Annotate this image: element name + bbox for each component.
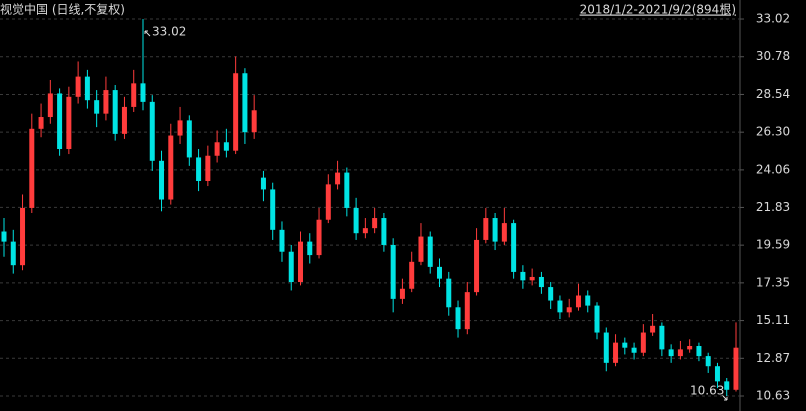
candle-body <box>66 96 72 150</box>
date-range: 2018/1/2-2021/9/2(894根) <box>580 3 736 17</box>
candle-body <box>214 142 220 156</box>
candle-body <box>622 342 628 348</box>
candle-body <box>474 239 480 293</box>
candle-body <box>594 305 600 333</box>
candle-body <box>103 90 109 114</box>
candle-body <box>659 325 665 350</box>
candle-body <box>455 307 461 330</box>
candle-body <box>687 346 693 350</box>
candle-body <box>409 261 415 289</box>
candle-body <box>538 276 544 288</box>
candle-body <box>613 342 619 363</box>
candle-body <box>84 76 90 101</box>
candle-body <box>168 135 174 200</box>
candle-body <box>223 142 229 151</box>
candle-body <box>677 349 683 357</box>
y-tick-label: 15.11 <box>756 313 790 327</box>
candle-body <box>631 347 637 353</box>
candle-body <box>242 73 248 133</box>
candle-body <box>112 90 118 134</box>
candle-body <box>270 189 276 230</box>
candle-body <box>418 236 424 262</box>
candle-body <box>381 218 387 245</box>
candle-body <box>38 117 44 129</box>
candle-body <box>529 276 535 281</box>
candle-body <box>575 295 581 308</box>
candle-body <box>344 172 350 208</box>
candle-body <box>640 332 646 353</box>
candle-body <box>585 295 591 306</box>
candle-body <box>492 218 498 242</box>
y-tick-label: 26.30 <box>756 125 790 139</box>
candle-body <box>733 347 739 390</box>
candle-body <box>696 346 702 357</box>
candle-body <box>260 177 266 190</box>
candle-body <box>399 288 405 299</box>
candle-body <box>1 231 7 242</box>
y-tick-label: 17.35 <box>756 275 790 289</box>
candle-body <box>427 236 433 267</box>
candle-body <box>557 300 563 313</box>
candle-body <box>94 100 100 114</box>
candle-body <box>372 218 378 229</box>
candle-body <box>446 278 452 308</box>
candle-body <box>335 172 341 185</box>
y-tick-label: 19.59 <box>756 238 790 252</box>
candle-body <box>307 241 313 256</box>
candle-body <box>705 356 711 367</box>
candle-body <box>57 93 63 150</box>
annotation-arrow <box>144 30 151 37</box>
annotation: 10.63 <box>690 384 724 398</box>
candle-body <box>390 244 396 299</box>
candle-body <box>483 218 489 240</box>
candle-body <box>177 120 183 136</box>
candle-body <box>520 271 526 281</box>
candle-body <box>20 207 26 266</box>
candle-body <box>325 184 331 220</box>
candle-body <box>724 381 730 390</box>
candle-body <box>75 76 81 97</box>
y-tick-label: 24.06 <box>756 162 790 176</box>
candle-body <box>548 287 554 301</box>
candle-body <box>353 207 359 234</box>
y-tick-label: 10.63 <box>756 389 790 403</box>
candle-body <box>121 106 127 134</box>
candle-body <box>251 110 257 133</box>
candle-body <box>714 366 720 382</box>
candle-body <box>196 157 202 182</box>
candle-body <box>668 349 674 357</box>
candle-body <box>131 83 137 107</box>
candle-body <box>29 128 35 208</box>
candle-body <box>603 332 609 363</box>
y-tick-label: 30.78 <box>756 49 790 63</box>
y-tick-label: 28.54 <box>756 87 790 101</box>
candle-body <box>288 251 294 283</box>
chart-title: 视觉中国 (日线,不复权) <box>0 2 125 17</box>
candle-body <box>511 223 517 272</box>
candle-body <box>362 228 368 234</box>
candle-body <box>650 325 656 333</box>
candle-body <box>464 292 470 330</box>
candle-body <box>149 101 155 161</box>
y-tick-label: 21.83 <box>756 200 790 214</box>
candle-body <box>298 241 304 283</box>
annotation: 33.02 <box>152 25 186 39</box>
candle-body <box>233 73 239 151</box>
y-tick-label: 33.02 <box>756 12 790 26</box>
candle-body <box>10 241 16 266</box>
candle-body <box>47 93 53 118</box>
candle-body <box>279 229 285 252</box>
candle-body <box>205 155 211 182</box>
candle-body <box>566 307 572 313</box>
candle-body <box>186 120 192 158</box>
candle-body <box>316 219 322 256</box>
candle-body <box>436 266 442 279</box>
candle-body <box>159 160 165 200</box>
candle-body <box>140 83 146 102</box>
candle-body <box>501 223 507 242</box>
y-tick-label: 12.87 <box>756 351 790 365</box>
